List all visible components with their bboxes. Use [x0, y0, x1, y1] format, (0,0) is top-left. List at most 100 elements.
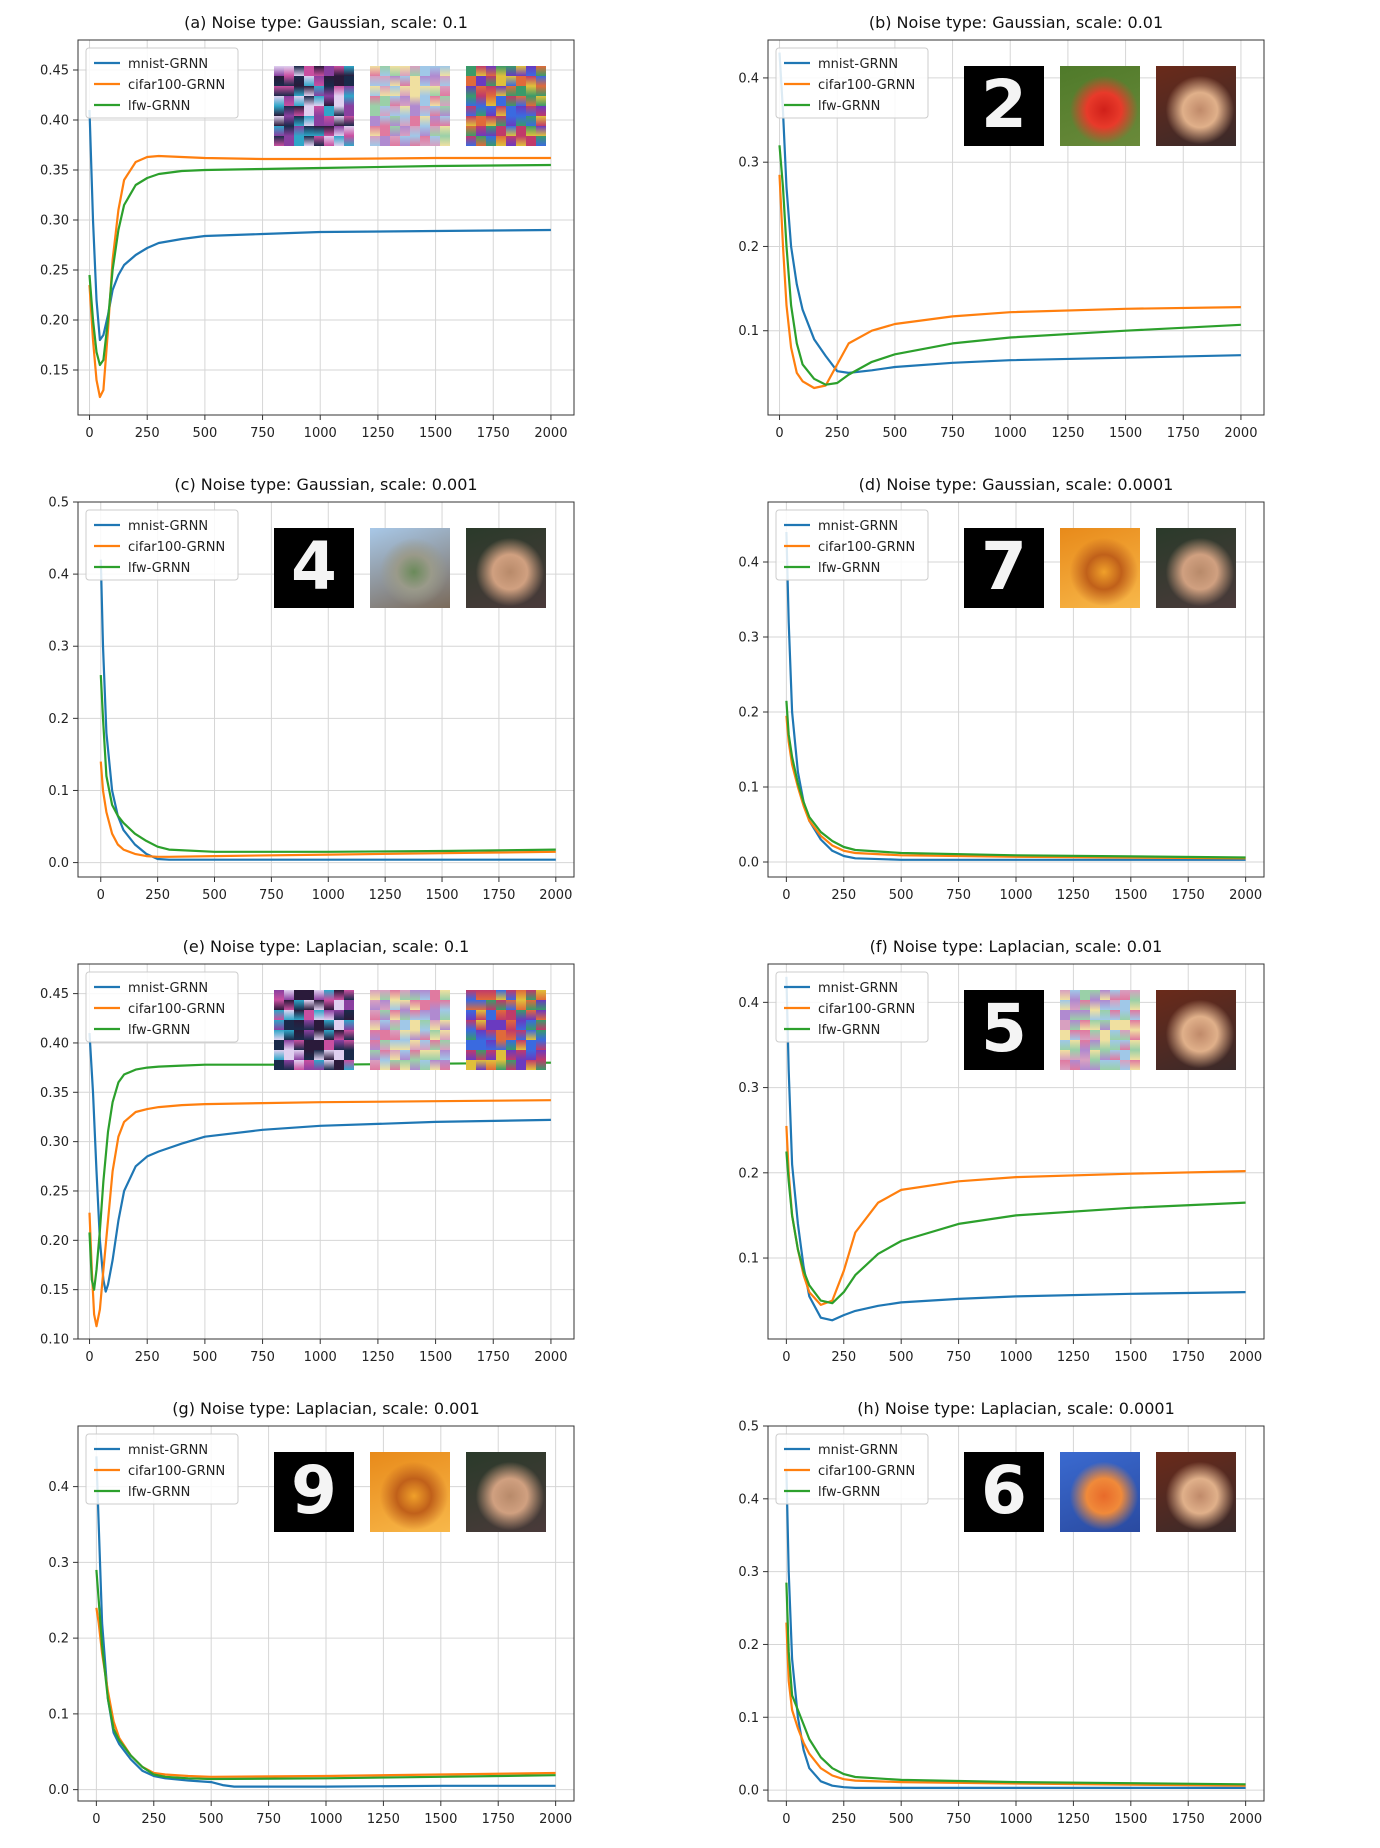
x-tick-label: 1250: [361, 426, 394, 441]
x-tick-label: 1750: [1172, 1812, 1205, 1827]
legend-label: mnist-GRNN: [128, 519, 208, 534]
reconstruction-thumbnail-mnist-digit-2: 2: [964, 66, 1044, 146]
x-tick-label: 1250: [1057, 1350, 1090, 1365]
chart-title: (d) Noise type: Gaussian, scale: 0.0001: [859, 475, 1174, 494]
x-tick-label: 250: [135, 1350, 160, 1365]
x-tick-label: 750: [940, 426, 965, 441]
x-tick-label: 1500: [424, 1812, 457, 1827]
x-tick-label: 2000: [1229, 888, 1262, 903]
y-tick-label: 0.20: [40, 314, 69, 329]
y-tick-label: 0.10: [40, 1333, 69, 1348]
y-tick-label: 0.4: [738, 1492, 759, 1507]
reconstruction-thumbnail-lfw-recon: [466, 66, 546, 146]
y-tick-label: 0.5: [738, 1420, 759, 1435]
reconstruction-thumbnail-mnist-digit-5: 5: [964, 990, 1044, 1070]
x-tick-label: 1250: [367, 1812, 400, 1827]
y-tick-label: 0.45: [40, 987, 69, 1002]
reconstruction-thumbnail-cifar100-recon: [370, 66, 450, 146]
series-line-lfw-GRNN: [88, 163, 551, 367]
legend-label: mnist-GRNN: [818, 1443, 898, 1458]
x-tick-label: 1750: [482, 1812, 515, 1827]
legend-box: [775, 47, 929, 119]
x-tick-label: 250: [831, 1812, 856, 1827]
legend-label: mnist-GRNN: [128, 981, 208, 996]
series-line-cifar100-GRNN: [785, 1622, 1246, 1787]
y-tick-label: 0.4: [738, 71, 759, 86]
axes-frame: [767, 1425, 1265, 1802]
y-tick-label: 0.45: [40, 64, 69, 79]
reconstruction-thumbnail-cifar100-goldfish: [1060, 1452, 1140, 1532]
y-tick-label: 0.40: [40, 1036, 69, 1051]
series-line-cifar100-GRNN: [785, 715, 1246, 860]
chart-panel: (h) Noise type: Laplacian, scale: 0.0001…: [690, 1386, 1380, 1848]
legend-label: lfw-GRNN: [818, 99, 880, 114]
x-tick-label: 1000: [999, 1812, 1032, 1827]
x-tick-label: 1000: [994, 426, 1027, 441]
chart-panel: (g) Noise type: Laplacian, scale: 0.001 0…: [0, 1386, 690, 1848]
y-tick-label: 0.20: [40, 1234, 69, 1249]
x-tick-label: 250: [141, 1812, 166, 1827]
legend-box: [85, 47, 239, 119]
legend-label: lfw-GRNN: [128, 1023, 190, 1038]
y-tick-label: 0.30: [40, 214, 69, 229]
x-tick-label: 2000: [539, 888, 572, 903]
legend-label: cifar100-GRNN: [818, 1002, 915, 1017]
axes-frame: [77, 39, 575, 416]
axes-frame: [77, 1425, 575, 1802]
x-tick-label: 1500: [1109, 426, 1142, 441]
legend-label: cifar100-GRNN: [818, 1464, 915, 1479]
series-line-lfw-GRNN: [785, 1151, 1246, 1305]
x-tick-label: 750: [946, 1350, 971, 1365]
legend-label: lfw-GRNN: [128, 1485, 190, 1500]
legend-label: lfw-GRNN: [818, 1023, 880, 1038]
x-tick-label: 0: [782, 1812, 790, 1827]
y-tick-label: 0.25: [40, 1184, 69, 1199]
x-tick-label: 1000: [312, 888, 345, 903]
series-line-mnist-GRNN: [99, 559, 556, 861]
x-tick-label: 1500: [419, 1350, 452, 1365]
x-tick-label: 500: [882, 426, 907, 441]
x-tick-label: 2000: [1229, 1350, 1262, 1365]
x-tick-label: 1500: [1114, 1350, 1147, 1365]
x-tick-label: 500: [889, 1350, 914, 1365]
y-tick-label: 0.1: [48, 784, 69, 799]
x-tick-label: 0: [97, 888, 105, 903]
axes-frame: [77, 963, 575, 1340]
x-tick-label: 1750: [1172, 1350, 1205, 1365]
legend-label: lfw-GRNN: [818, 561, 880, 576]
reconstruction-thumbnail-mnist-recon: [274, 990, 354, 1070]
reconstruction-thumbnail-mnist-digit-9: 9: [274, 1452, 354, 1532]
y-tick-label: 0.25: [40, 264, 69, 279]
x-tick-label: 1000: [309, 1812, 342, 1827]
x-tick-label: 500: [199, 1812, 224, 1827]
chart-title: (b) Noise type: Gaussian, scale: 0.01: [869, 13, 1163, 32]
chart-title: (e) Noise type: Laplacian, scale: 0.1: [183, 937, 470, 956]
reconstruction-thumbnail-mnist-digit-6: 6: [964, 1452, 1044, 1532]
chart-svg: (f) Noise type: Laplacian, scale: 0.01 0 2…: [738, 937, 1265, 1365]
series-line-mnist-GRNN: [785, 976, 1246, 1322]
x-tick-label: 1250: [361, 1350, 394, 1365]
digit-glyph: 2: [981, 66, 1027, 143]
series-line-lfw-GRNN: [785, 1582, 1246, 1786]
legend-box: [85, 509, 239, 581]
digit-glyph: 4: [291, 528, 337, 605]
chart-title: (c) Noise type: Gaussian, scale: 0.001: [174, 475, 477, 494]
legend-label: cifar100-GRNN: [128, 78, 225, 93]
x-tick-label: 750: [946, 1812, 971, 1827]
digit-glyph: 6: [981, 1452, 1027, 1529]
y-tick-label: 0.1: [738, 1711, 759, 1726]
x-tick-label: 750: [946, 888, 971, 903]
x-tick-label: 500: [889, 888, 914, 903]
y-tick-label: 0.3: [48, 1556, 69, 1571]
series-line-lfw-GRNN: [88, 1061, 551, 1291]
reconstruction-thumbnail-cifar100-recon: [370, 990, 450, 1070]
reconstruction-thumbnail-mnist-digit-4: 4: [274, 528, 354, 608]
chart-panel: (b) Noise type: Gaussian, scale: 0.01 0 25…: [690, 0, 1380, 462]
reconstruction-thumbnail-lfw-face: [1156, 1452, 1236, 1532]
y-tick-label: 0.2: [738, 240, 759, 255]
legend-label: mnist-GRNN: [128, 1443, 208, 1458]
y-tick-label: 0.2: [738, 706, 759, 721]
x-tick-label: 750: [256, 1812, 281, 1827]
y-tick-label: 0.1: [738, 781, 759, 796]
